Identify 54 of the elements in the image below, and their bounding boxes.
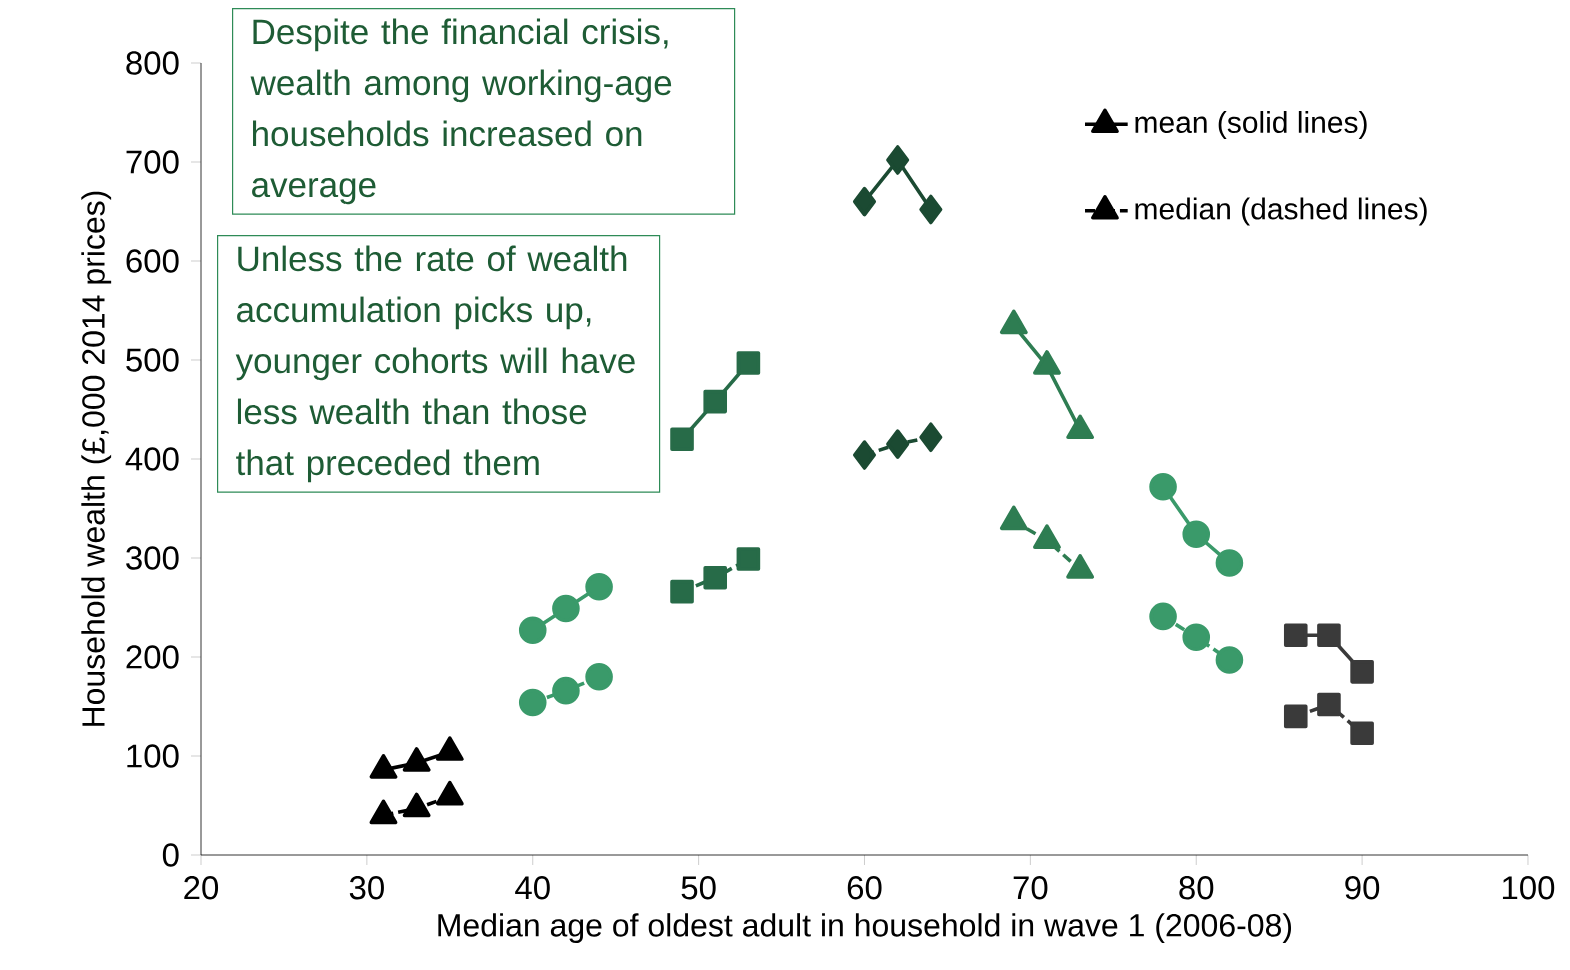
- x-tick-label: 20: [184, 876, 219, 900]
- point: [703, 566, 728, 590]
- point: [703, 389, 728, 414]
- point: [1182, 623, 1211, 651]
- x-tick-label: 80: [1179, 876, 1214, 900]
- y-tick-label: 300: [126, 546, 179, 570]
- point: [552, 676, 580, 705]
- y-axis-title: Household wealth (£,000 2014 prices): [81, 191, 112, 726]
- y-tick-label: 400: [125, 447, 179, 471]
- point: [1283, 704, 1308, 729]
- point: [1317, 623, 1341, 648]
- point: [670, 427, 694, 451]
- x-tick-label: 60: [847, 876, 882, 900]
- x-tick-label: 100: [1502, 876, 1555, 900]
- point: [1215, 646, 1244, 674]
- x-tick-label: 30: [349, 876, 384, 900]
- y-tick-label: 600: [126, 249, 179, 273]
- x-tick-label: 40: [515, 876, 550, 900]
- point: [852, 440, 877, 470]
- y-tick-label: 500: [126, 348, 179, 372]
- point: [552, 594, 580, 623]
- point: [518, 688, 547, 717]
- point: [919, 422, 943, 453]
- point: [518, 616, 547, 645]
- point: [1215, 549, 1244, 577]
- point: [886, 429, 910, 459]
- annotation: Despite the financial crisis, wealth among working-age households increased on average: [250, 18, 672, 205]
- point: [736, 547, 761, 571]
- point: [1350, 721, 1374, 746]
- point: [1182, 520, 1211, 549]
- point: [1149, 602, 1177, 631]
- y-tick-label: 0: [162, 843, 179, 867]
- y-tick-label: 100: [127, 744, 179, 768]
- legend-label: mean (solid lines): [1135, 111, 1367, 139]
- point: [736, 351, 761, 375]
- y-tick-label: 800: [126, 51, 179, 75]
- point: [1149, 472, 1177, 501]
- point: [585, 663, 613, 691]
- x-tick-label: 70: [1013, 876, 1048, 900]
- y-tick-label: 700: [126, 150, 179, 174]
- point: [1283, 623, 1308, 648]
- point: [886, 145, 910, 175]
- point: [852, 186, 877, 217]
- point: [919, 194, 943, 225]
- y-tick-label: 200: [126, 645, 179, 669]
- point: [1317, 692, 1341, 717]
- point: [670, 579, 694, 604]
- annotation: Unless the rate of wealth accumulation picks up, younger cohorts will have less wealth than those that preceded them: [235, 245, 635, 483]
- point: [1350, 660, 1374, 684]
- point: [585, 572, 613, 601]
- x-tick-label: 90: [1345, 876, 1380, 900]
- legend-label: median (dashed lines): [1135, 197, 1427, 226]
- x-axis-title: Median age of oldest adult in household in wave 1 (2006-08): [438, 913, 1292, 943]
- x-tick-label: 50: [681, 876, 716, 900]
